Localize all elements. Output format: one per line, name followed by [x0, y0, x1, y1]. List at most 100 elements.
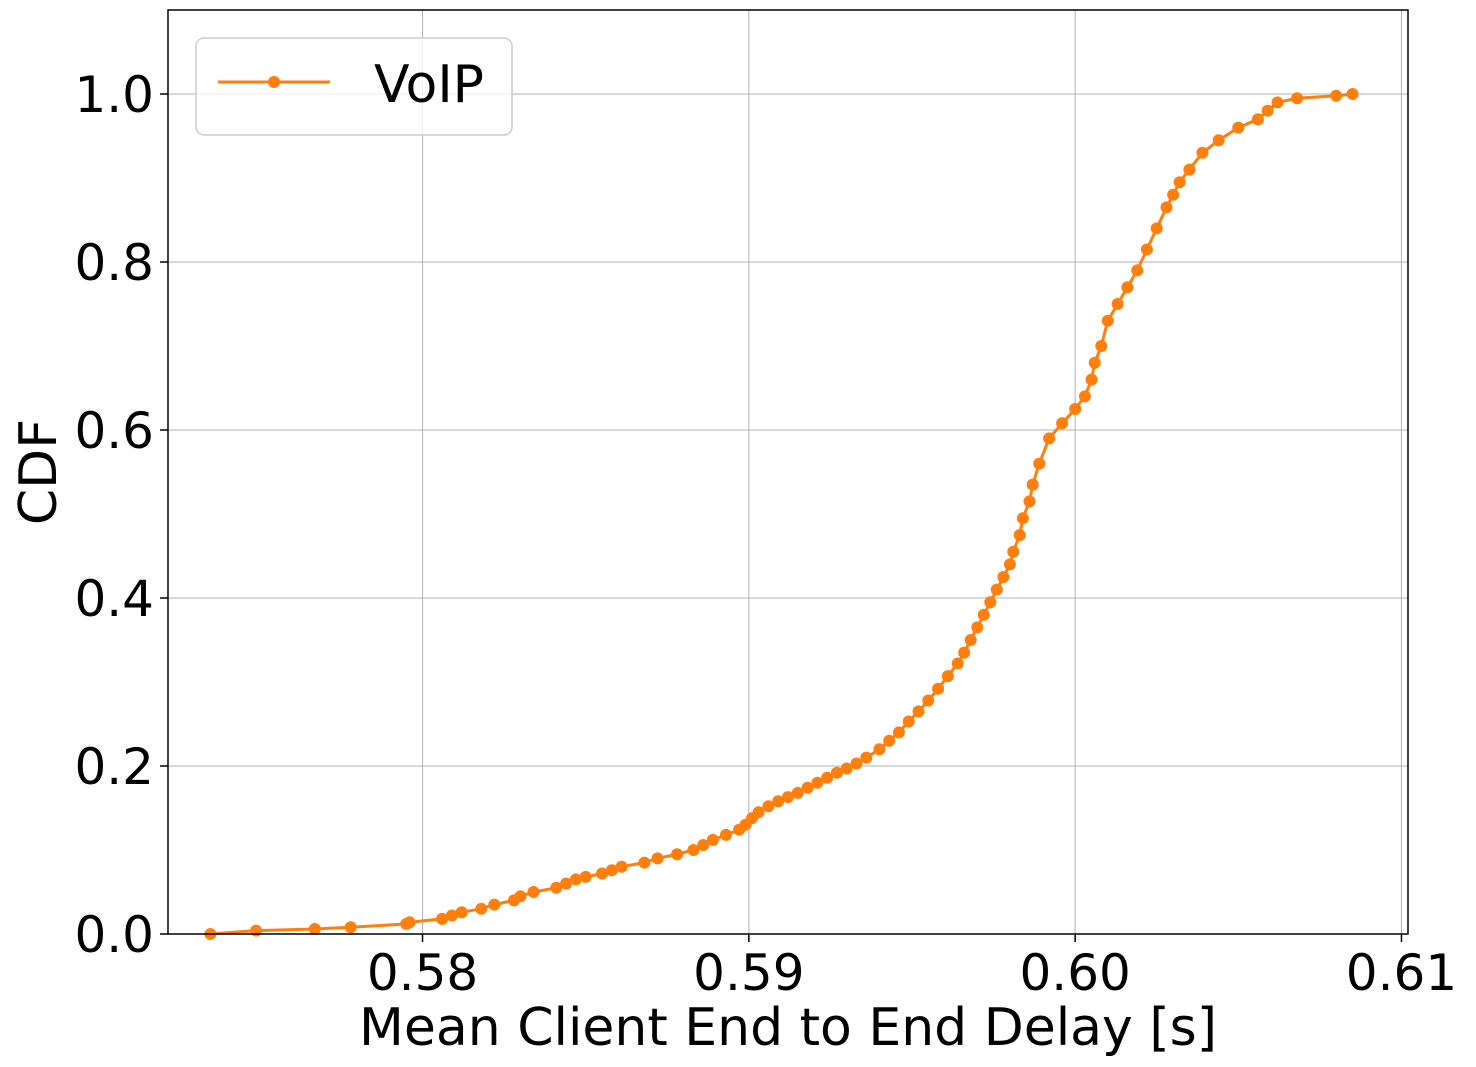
- data-point: [1023, 495, 1036, 508]
- data-point: [1095, 340, 1108, 352]
- data-point: [445, 909, 458, 922]
- data-point: [1111, 298, 1124, 310]
- data-point: [1150, 222, 1163, 235]
- data-point: [550, 881, 563, 894]
- data-point: [569, 873, 582, 886]
- data-point: [1016, 512, 1029, 525]
- data-point: [671, 848, 684, 861]
- data-point: [1212, 134, 1225, 147]
- data-point: [1003, 558, 1016, 571]
- data-point: [1196, 146, 1209, 159]
- data-point: [250, 924, 263, 937]
- data-point: [932, 682, 945, 695]
- data-point: [1173, 176, 1186, 189]
- data-point: [922, 694, 935, 707]
- data-point: [977, 608, 990, 621]
- legend-box: [195, 37, 513, 136]
- x-axis-label: Mean Client End to End Delay [s]: [359, 998, 1217, 1058]
- data-point: [1056, 417, 1069, 430]
- data-point: [984, 596, 997, 609]
- data-point: [697, 839, 710, 851]
- data-point: [605, 864, 618, 877]
- data-point: [1026, 478, 1039, 491]
- y-axis-label: CDF: [9, 419, 69, 525]
- data-point: [344, 921, 357, 934]
- data-point: [772, 795, 785, 808]
- data-point: [1346, 88, 1359, 100]
- data-point: [971, 621, 984, 634]
- data-point: [1007, 545, 1020, 558]
- data-point: [1013, 529, 1026, 541]
- data-point: [964, 634, 977, 646]
- data-point: [560, 877, 573, 890]
- data-point: [308, 923, 321, 935]
- data-point: [1088, 356, 1101, 369]
- data-point: [1291, 92, 1304, 105]
- series-layer: [204, 88, 1359, 940]
- data-point: [811, 776, 824, 789]
- data-point: [720, 828, 732, 841]
- data-point: [1232, 121, 1245, 134]
- data-point: [902, 715, 915, 728]
- data-point: [997, 571, 1010, 583]
- data-point: [990, 583, 1003, 596]
- data-point: [687, 844, 700, 856]
- data-point: [403, 916, 416, 929]
- y-tick-label: 1.0: [74, 66, 154, 124]
- data-point: [892, 726, 905, 739]
- y-tick-label: 0.0: [74, 906, 154, 964]
- data-point: [651, 852, 664, 865]
- legend-marker-sample: [268, 76, 280, 88]
- data-point: [821, 771, 834, 784]
- data-point: [840, 762, 853, 775]
- legend: VoIP: [195, 37, 513, 136]
- y-tick-label: 0.4: [74, 570, 154, 628]
- data-point: [830, 766, 843, 779]
- axis-ticks: 0.58 0.59 0.60 0.61 0.0 0.2 0.4 0.6 0.8 1.0: [74, 66, 1457, 1002]
- data-point: [1131, 264, 1144, 277]
- data-point: [883, 734, 896, 747]
- data-point: [791, 786, 804, 799]
- data-point: [1033, 457, 1046, 470]
- data-point: [941, 670, 954, 683]
- data-point: [1101, 314, 1114, 327]
- x-tick-label: 0.60: [1019, 944, 1130, 1002]
- data-point: [615, 860, 628, 873]
- data-point: [638, 856, 651, 869]
- data-point: [596, 867, 608, 880]
- data-point: [1078, 390, 1091, 403]
- x-tick-label: 0.58: [367, 944, 478, 1002]
- data-point: [958, 646, 971, 659]
- data-point: [1085, 373, 1098, 386]
- data-point: [527, 886, 540, 898]
- data-point: [1121, 281, 1134, 294]
- y-tick-label: 0.8: [74, 234, 154, 292]
- data-point: [1330, 89, 1343, 102]
- data-point: [801, 781, 814, 794]
- legend-entry-voip: VoIP: [374, 55, 484, 115]
- data-point: [782, 791, 794, 804]
- data-point: [706, 833, 719, 846]
- data-point: [1167, 188, 1180, 201]
- y-tick-label: 0.6: [74, 402, 154, 460]
- data-point: [1069, 403, 1082, 415]
- data-point: [752, 806, 765, 819]
- data-point: [873, 743, 886, 756]
- data-point: [860, 751, 873, 764]
- y-tick-label: 0.2: [74, 738, 154, 796]
- x-tick-label: 0.59: [693, 944, 804, 1002]
- data-point: [762, 800, 775, 813]
- data-point: [488, 898, 501, 911]
- data-point: [951, 657, 964, 670]
- data-point: [850, 757, 863, 770]
- data-point: [1251, 113, 1264, 126]
- data-point: [1140, 243, 1153, 256]
- data-point: [1271, 96, 1284, 109]
- data-point: [579, 870, 592, 883]
- data-point: [912, 705, 925, 718]
- plot-frame: [167, 9, 1409, 935]
- data-point: [1160, 201, 1173, 214]
- data-point: [475, 902, 488, 915]
